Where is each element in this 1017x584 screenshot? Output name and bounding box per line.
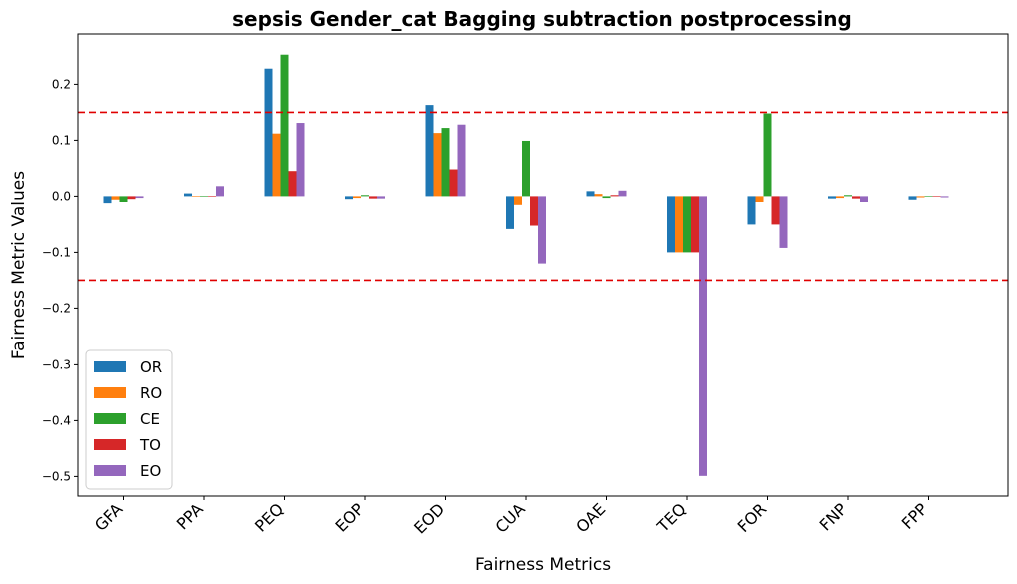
bar-ce-eop [361,195,369,197]
bar-ro-fpp [916,196,925,198]
bar-ce-teq [683,196,691,253]
x-tick-label-cua: CUA [491,499,528,536]
bar-to-cua [530,196,538,226]
x-tick-label-peq: PEQ [251,499,287,535]
bar-ce-fnp [844,195,852,197]
x-tick-label-eod: EOD [410,499,448,537]
y-tick-label: −0.3 [42,357,71,371]
x-tick-label-fnp: FNP [816,499,851,534]
bar-ro-cua [514,196,522,205]
bar-ro-eop [353,196,361,199]
bar-ce-for [763,113,772,197]
bar-or-teq [667,196,675,253]
bar-to-gfa [127,196,136,200]
legend-swatch-eo [94,465,126,476]
y-tick-label: −0.2 [42,301,71,315]
bar-eo-eod [457,124,466,197]
bar-ce-fpp [924,196,933,197]
bar-ro-peq [272,133,281,197]
bar-ro-ppa [192,196,200,197]
x-tick-label-ppa: PPA [173,499,207,533]
bar-ce-cua [522,140,530,197]
bar-or-oae [586,191,595,197]
bar-eo-oae [618,190,627,197]
y-axis-label: Fairness Metric Values [9,171,29,359]
bar-ce-oae [602,196,611,199]
bar-eo-gfa [135,196,144,199]
bar-to-ppa [208,196,216,197]
x-tick-label-gfa: GFA [91,499,126,534]
bar-eo-peq [296,123,305,197]
legend-swatch-or [94,361,126,372]
x-tick-label-fpp: FPP [898,499,932,533]
bar-to-eod [449,169,458,197]
x-axis-label: Fairness Metrics [475,555,611,575]
bar-or-fpp [908,196,917,200]
bar-to-teq [691,196,699,253]
legend-swatch-to [94,439,126,450]
legend-swatch-ro [94,387,126,398]
x-tick-label-teq: TEQ [653,499,690,536]
legend-label-ce: CE [140,410,160,428]
x-tick-label-for: FOR [734,499,771,536]
y-axis: 0.2 0.1 0.0 −0.1 −0.2 −0.3 −0.4 −0.5 [42,77,78,483]
bar-to-peq [288,171,297,197]
legend-label-eo: EO [140,462,161,480]
bar-eo-eop [377,196,385,199]
legend: OR RO CE TO EO [85,349,173,490]
legend-label-ro: RO [140,384,162,402]
bar-or-fnp [828,196,836,199]
bar-or-eod [425,105,434,197]
bar-or-eop [345,196,353,200]
x-tick-label-oae: OAE [572,499,609,536]
bar-eo-teq [699,196,707,476]
legend-swatch-ce [94,413,126,424]
bar-eo-ppa [216,186,224,197]
bar-eo-fpp [940,196,949,198]
bar-ce-gfa [119,196,128,202]
x-tick-label-eop: EOP [332,499,369,536]
legend-label-or: OR [140,358,162,376]
bar-to-eop [369,196,377,199]
legend-box [85,349,173,490]
y-tick-label: −0.5 [42,469,71,483]
bar-to-fnp [852,196,860,199]
bar-ce-peq [280,54,289,197]
y-tick-label: 0.1 [52,133,71,147]
bar-eo-for [779,196,788,248]
y-tick-label: −0.4 [42,413,71,427]
bars-group [103,54,949,476]
bar-ro-eod [433,133,442,197]
bar-ro-fnp [836,196,844,199]
y-tick-label: 0.0 [52,189,71,203]
plot-frame [77,33,1009,497]
chart-title: sepsis Gender_cat Bagging subtraction po… [232,7,852,31]
bar-to-fpp [932,196,941,197]
bar-ro-teq [675,196,683,253]
bar-or-cua [506,196,514,229]
bar-or-for [747,196,756,225]
legend-label-to: TO [139,436,161,454]
bar-ce-ppa [200,196,208,197]
bar-or-ppa [184,193,192,197]
threshold-lines [78,111,1008,282]
bar-or-peq [264,68,273,197]
bar-ro-for [755,196,764,202]
bar-to-for [771,196,780,225]
bar-ce-eod [441,128,450,197]
bar-or-gfa [103,196,112,204]
y-tick-label: 0.2 [52,77,71,91]
bar-ro-gfa [111,196,120,200]
bar-eo-cua [538,196,546,264]
y-tick-label: −0.1 [42,245,71,259]
bar-ro-oae [594,194,603,197]
x-axis: GFA PPA PEQ EOP EOD CUA OAE TEQ FOR FNP FPP [91,496,932,538]
bar-to-oae [610,195,619,197]
bar-eo-fnp [860,196,868,202]
